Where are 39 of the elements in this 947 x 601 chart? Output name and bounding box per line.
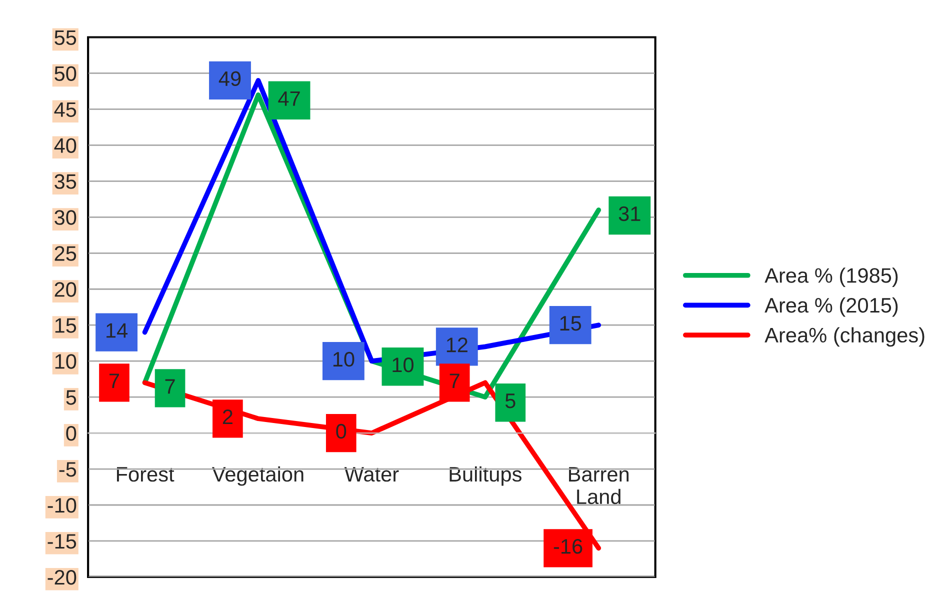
- data-label: 15: [560, 316, 582, 331]
- data-label: 49: [218, 71, 241, 86]
- data-label: 12: [446, 338, 468, 352]
- data-label: 2: [222, 409, 232, 424]
- y-tick-label: -15: [48, 534, 76, 549]
- legend-label: Area % (1985): [764, 268, 898, 287]
- x-tick-label: Vegetaion: [212, 466, 304, 486]
- data-label: 10: [392, 357, 414, 372]
- y-tick-label: 15: [55, 318, 76, 333]
- data-label: 47: [278, 91, 300, 106]
- y-tick-label: -20: [48, 570, 76, 585]
- y-tick-label: 10: [55, 354, 76, 369]
- y-tick-label: 20: [54, 282, 76, 297]
- y-tick-label: 55: [54, 30, 76, 46]
- x-tick-label: Barren Land: [569, 467, 629, 504]
- data-label: 7: [450, 374, 460, 388]
- y-tick-label: 35: [54, 174, 76, 189]
- y-tick-label: 50: [54, 66, 76, 81]
- data-label: 7: [165, 379, 175, 394]
- legend-label: Area% (changes): [764, 327, 924, 347]
- data-label: 5: [505, 394, 516, 408]
- y-tick-label: 25: [54, 246, 76, 261]
- data-label: 7: [110, 374, 119, 388]
- y-tick-label: -10: [48, 498, 76, 513]
- data-label: 10: [333, 352, 354, 367]
- y-tick-label: 45: [54, 102, 76, 117]
- y-tick-label: 40: [54, 138, 76, 153]
- y-tick-label: 30: [54, 210, 76, 225]
- data-label: 0: [336, 424, 346, 439]
- x-tick-label: Forest: [116, 467, 174, 482]
- y-tick-label: 0: [66, 426, 76, 441]
- data-label: 14: [106, 323, 128, 338]
- x-tick-label: Water: [344, 467, 399, 482]
- data-label: -16: [554, 539, 582, 554]
- y-tick-label: 5: [66, 390, 76, 405]
- y-tick-label: -5: [59, 462, 76, 477]
- data-label: 31: [618, 206, 640, 222]
- x-tick-label: Bulitups: [450, 466, 522, 486]
- legend-label: Area % (2015): [764, 297, 898, 317]
